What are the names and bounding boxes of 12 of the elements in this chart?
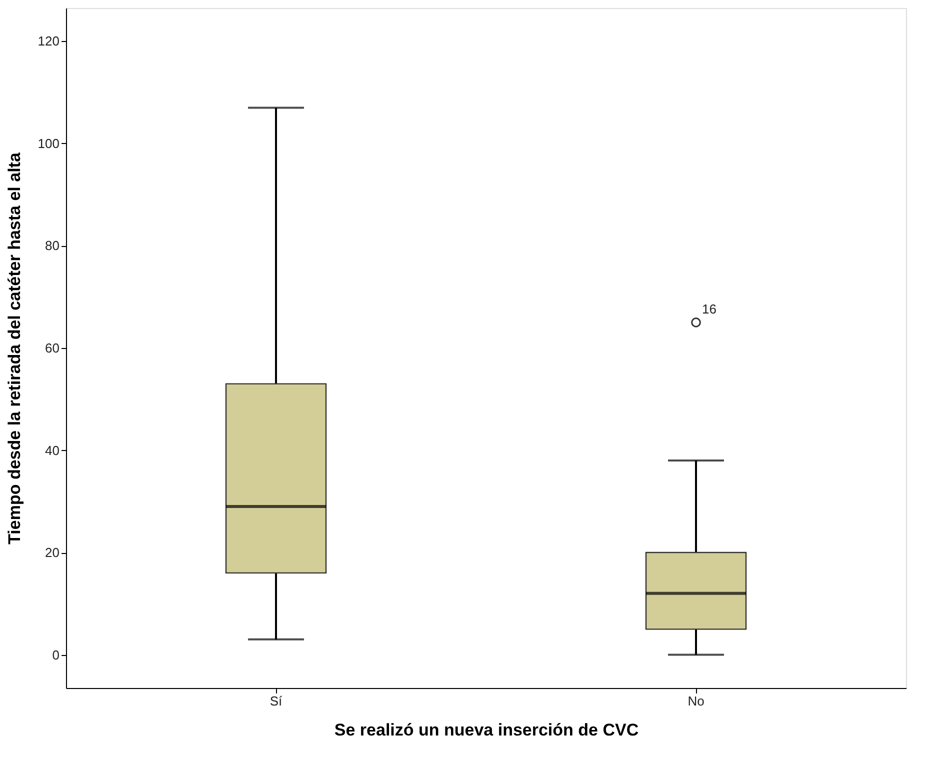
y-tick-label: 40 (45, 442, 60, 458)
x-tick-label: Sí (270, 694, 283, 708)
y-tick-label: 0 (52, 647, 60, 662)
x-tick-label: No (688, 694, 704, 708)
y-tick-label: 120 (38, 34, 60, 49)
y-tick-label: 60 (45, 340, 60, 356)
y-tick-label: 100 (38, 136, 60, 151)
y-tick-label: 20 (45, 545, 60, 560)
y-axis-title: Tiempo desde la retirada del catéter hasta el alta (4, 152, 24, 544)
annotation: 16 (702, 301, 716, 316)
y-tick-label: 80 (45, 238, 60, 254)
x-axis-title: Se realizó un nueva inserción de CVC (334, 720, 639, 740)
